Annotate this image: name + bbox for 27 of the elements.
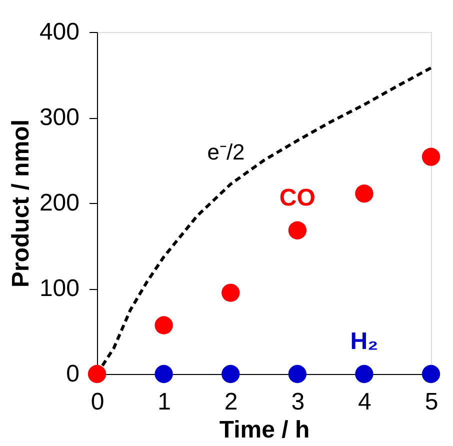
x-tick-label: 5 <box>424 388 438 416</box>
point <box>422 148 440 166</box>
series-label: e⁻/2 <box>207 139 245 164</box>
x-tick-label: 3 <box>291 388 305 416</box>
point <box>355 364 374 384</box>
series-label: H₂ <box>350 328 378 355</box>
point <box>88 364 106 384</box>
y-axis-title: Product / nmol <box>7 120 34 288</box>
y-tick-label: 400 <box>39 18 80 46</box>
point <box>288 364 306 384</box>
point <box>154 316 173 334</box>
point <box>355 184 374 203</box>
x-tick-label: 4 <box>358 388 372 416</box>
point <box>154 364 173 384</box>
point <box>288 221 306 240</box>
x-axis-title: Time / h <box>219 416 310 444</box>
series-label: CO <box>279 184 316 212</box>
y-tick-label: 200 <box>39 190 80 216</box>
y-tick-label: 300 <box>39 104 80 131</box>
point <box>222 364 240 384</box>
y-tick-label: 100 <box>39 275 80 302</box>
y-tick-label: 0 <box>66 360 80 388</box>
x-tick-label: 2 <box>224 388 238 416</box>
x-tick-label: 0 <box>90 388 104 416</box>
point <box>422 364 440 384</box>
x-tick-label: 1 <box>158 388 171 416</box>
point <box>222 284 240 302</box>
